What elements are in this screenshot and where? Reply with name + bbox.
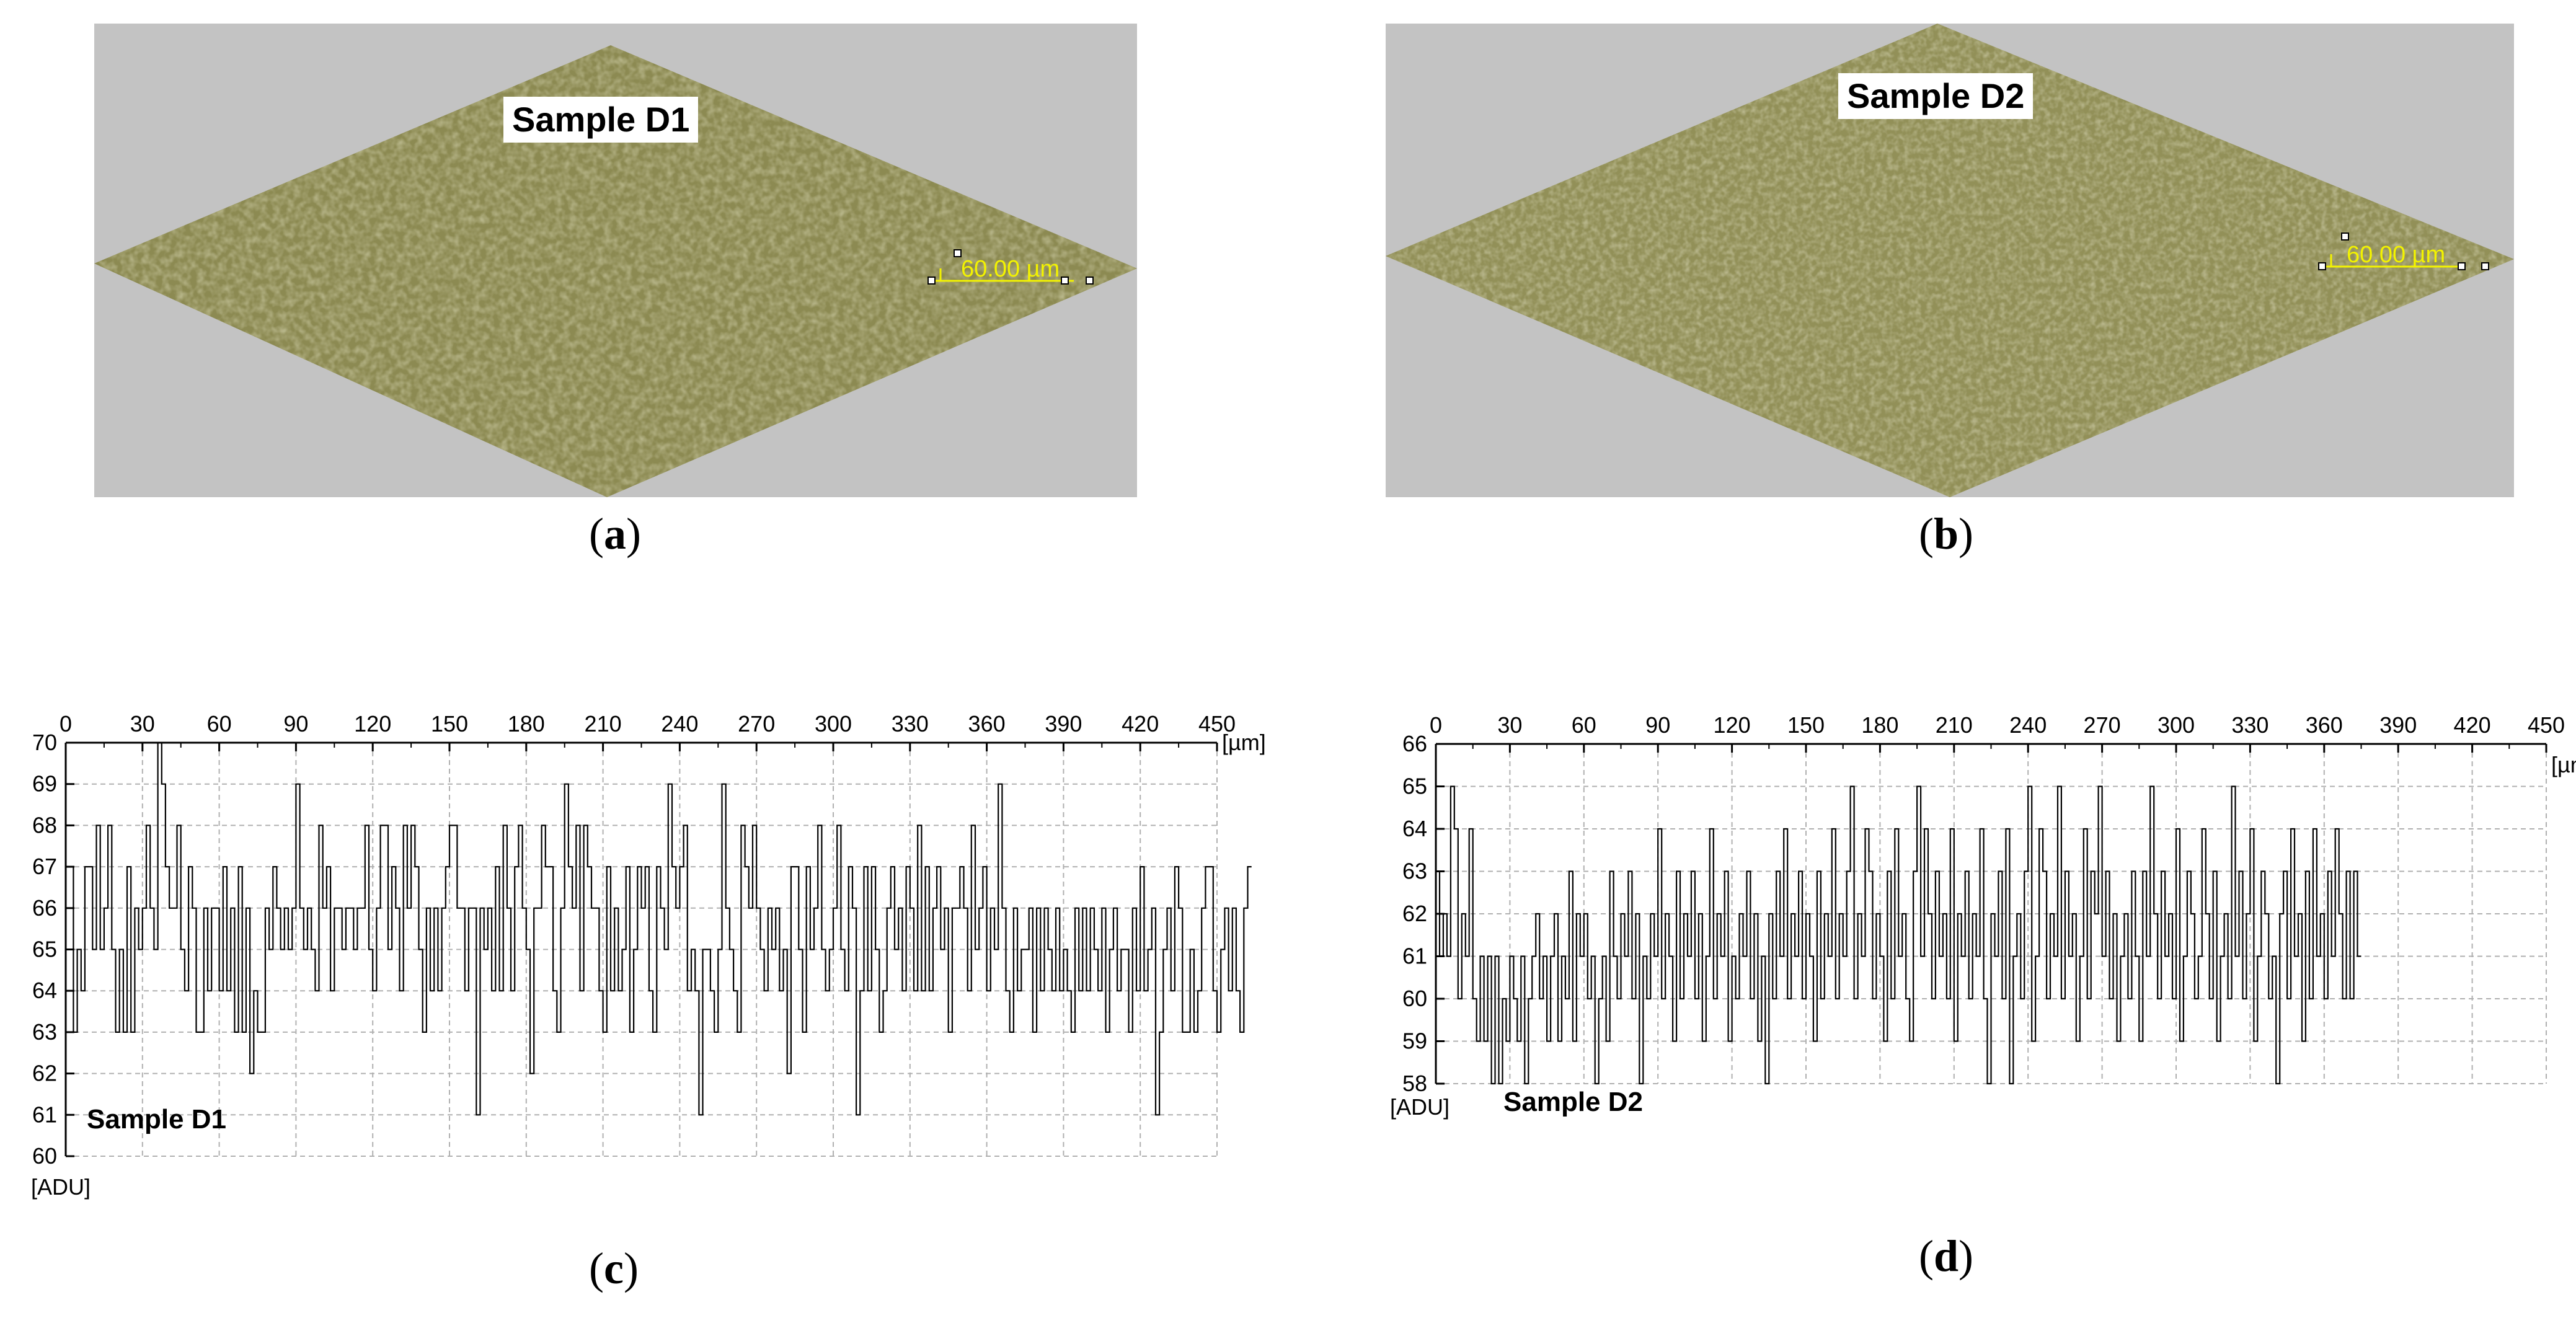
series-label: Sample D1	[87, 1104, 226, 1134]
x-tick-label: 120	[354, 711, 391, 736]
x-tick-label: 390	[1045, 711, 1082, 736]
caption-letter: c	[603, 1244, 624, 1293]
x-tick-label: 360	[968, 711, 1006, 736]
y-tick-label: 62	[32, 1061, 57, 1086]
x-tick-label: 90	[283, 711, 308, 736]
x-tick-label: 0	[1430, 712, 1442, 738]
figure-caption-b: (b)	[1919, 508, 1973, 560]
afm-image-d1: 60.00 µm Sample D1	[94, 24, 1137, 497]
x-tick-label: 0	[60, 711, 72, 736]
caption-close-paren: )	[1959, 509, 1974, 559]
caption-close-paren: )	[626, 509, 641, 559]
caption-letter: a	[603, 509, 626, 559]
x-tick-label: 60	[1572, 712, 1596, 738]
y-tick-label: 63	[1402, 859, 1427, 884]
scale-bar-d2: 60.00 µm	[2318, 232, 2489, 270]
y-tick-label: 63	[32, 1019, 57, 1045]
series-line	[66, 741, 1252, 1116]
y-tick-label: 60	[32, 1143, 57, 1169]
x-tick-label: 240	[2009, 712, 2047, 738]
x-tick-label: 30	[1497, 712, 1522, 738]
x-tick-label: 60	[207, 711, 232, 736]
y-tick-label: 61	[32, 1102, 57, 1127]
caption-close-paren: )	[1959, 1231, 1974, 1281]
x-tick-label: 210	[585, 711, 622, 736]
caption-open-paren: (	[1919, 1231, 1934, 1281]
x-tick-label: 300	[2158, 712, 2195, 738]
x-tick-label: 360	[2306, 712, 2343, 738]
caption-open-paren: (	[589, 1244, 604, 1293]
x-tick-label: 210	[1936, 712, 1973, 738]
sample-label: Sample D2	[1838, 73, 2034, 119]
x-tick-label: 420	[1122, 711, 1159, 736]
x-tick-label: 450	[2528, 712, 2565, 738]
y-tick-label: 60	[1402, 986, 1427, 1011]
x-unit-label: [µm]	[2551, 752, 2576, 777]
caption-letter: d	[1933, 1231, 1959, 1281]
x-tick-label: 150	[431, 711, 468, 736]
x-tick-label: 240	[661, 711, 698, 736]
y-tick-label: 65	[1402, 774, 1427, 799]
x-tick-label: 270	[2084, 712, 2121, 738]
figure-caption-a: (a)	[589, 508, 641, 560]
x-unit-label: [µm]	[1222, 730, 1266, 755]
x-tick-label: 180	[1861, 712, 1898, 738]
figure-caption-c: (c)	[589, 1243, 639, 1294]
y-unit-label: [ADU]	[1390, 1094, 1450, 1120]
x-tick-label: 30	[130, 711, 155, 736]
y-tick-label: 68	[32, 812, 57, 838]
y-tick-label: 64	[32, 978, 57, 1003]
y-tick-label: 61	[1402, 944, 1427, 969]
x-tick-label: 180	[508, 711, 545, 736]
caption-letter: b	[1933, 509, 1959, 559]
surface-rhombus-d2: 60.00 µm	[1386, 24, 2514, 497]
x-tick-label: 330	[2231, 712, 2268, 738]
x-tick-label: 90	[1645, 712, 1670, 738]
scale-bar-label: 60.00 µm	[2347, 242, 2445, 268]
y-tick-label: 70	[32, 730, 57, 755]
y-tick-label: 62	[1402, 901, 1427, 926]
series-line	[1436, 785, 2361, 1085]
x-tick-label: 420	[2454, 712, 2491, 738]
figure-caption-d: (d)	[1919, 1231, 1973, 1282]
y-tick-label: 64	[1402, 816, 1427, 841]
x-tick-label: 450	[1198, 711, 1236, 736]
y-tick-label: 58	[1402, 1071, 1427, 1096]
x-tick-label: 300	[815, 711, 852, 736]
caption-open-paren: (	[589, 509, 604, 559]
y-tick-label: 59	[1402, 1028, 1427, 1054]
y-tick-label: 67	[32, 854, 57, 879]
afm-image-d2: 60.00 µm Sample D2	[1386, 24, 2514, 497]
surface-rhombus-d1: 60.00 µm	[94, 45, 1137, 497]
y-tick-label: 69	[32, 771, 57, 797]
x-tick-label: 330	[892, 711, 929, 736]
y-tick-label: 65	[32, 937, 57, 962]
sample-label: Sample D1	[503, 97, 699, 143]
y-tick-label: 66	[1402, 731, 1427, 756]
x-tick-label: 390	[2379, 712, 2417, 738]
y-unit-label: [ADU]	[31, 1174, 91, 1200]
scale-bar-d1: 60.00 µm	[927, 249, 1094, 285]
x-tick-label: 150	[1787, 712, 1825, 738]
x-tick-label: 120	[1714, 712, 1751, 738]
y-tick-label: 66	[32, 895, 57, 921]
caption-close-paren: )	[623, 1244, 639, 1293]
scale-bar-label: 60.00 µm	[961, 256, 1060, 282]
x-tick-label: 270	[738, 711, 775, 736]
series-label: Sample D2	[1503, 1087, 1643, 1117]
caption-open-paren: (	[1919, 509, 1934, 559]
